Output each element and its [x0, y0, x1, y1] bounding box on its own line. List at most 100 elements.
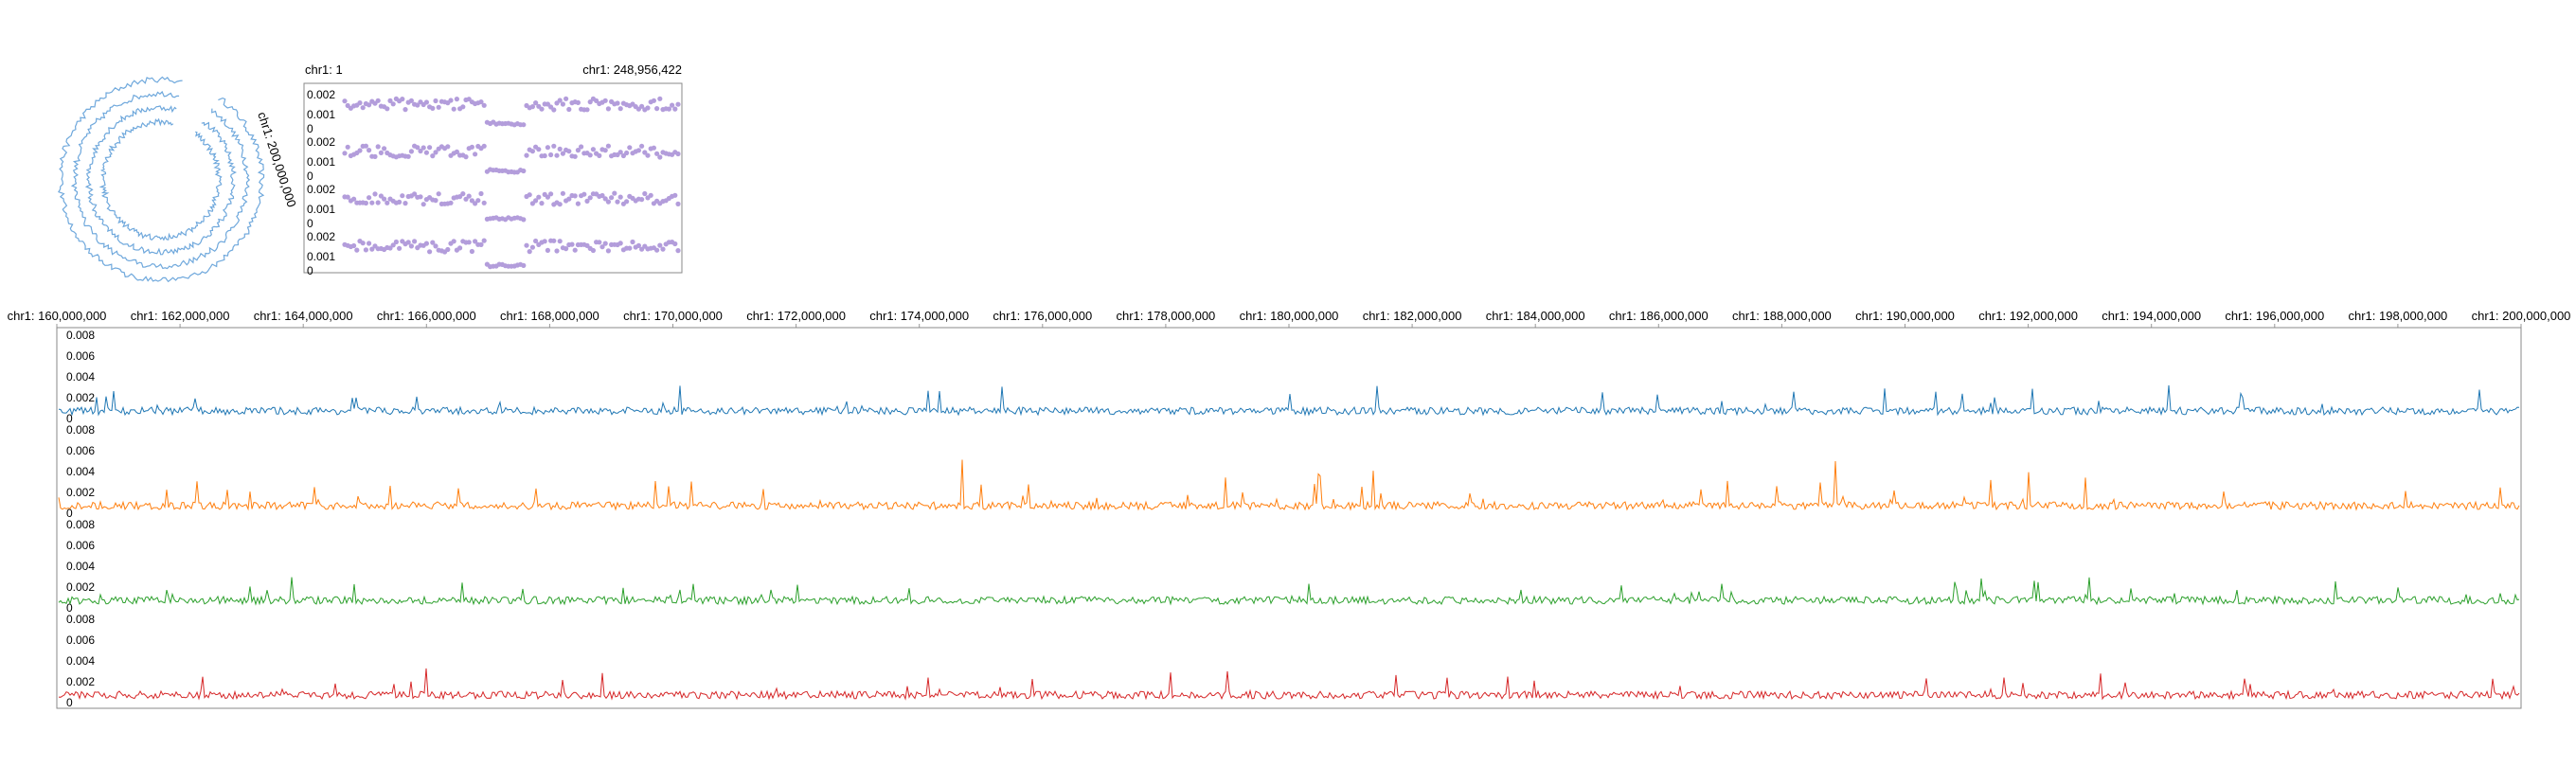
overview-point — [605, 248, 612, 254]
overview-point — [405, 240, 411, 245]
overview-point — [408, 149, 414, 154]
overview-point — [630, 239, 635, 245]
signal-track-4 — [58, 668, 2520, 701]
overview-point — [564, 96, 569, 101]
overview-point — [478, 241, 484, 247]
main-axis-tick-label: chr1: 170,000,000 — [623, 309, 723, 323]
overview-point — [397, 199, 402, 205]
track-y-tick-label: 0 — [66, 507, 73, 520]
overview-point — [521, 217, 527, 223]
overview-point — [423, 150, 429, 155]
overview-view[interactable]: chr1: 1 chr1: 248,956,422 0.0020.00100.0… — [303, 62, 683, 277]
overview-y-tick-label: 0.001 — [307, 203, 335, 216]
overview-point — [605, 106, 612, 112]
overview-frame — [303, 82, 683, 274]
overview-point — [597, 240, 602, 245]
overview-y-tick-label: 0 — [307, 217, 313, 230]
main-axis-tick-label: chr1: 172,000,000 — [746, 309, 846, 323]
overview-point — [469, 144, 474, 150]
overview-point — [418, 194, 423, 200]
overview-point — [554, 152, 560, 158]
signal-track-1 — [58, 384, 2520, 417]
overview-point — [402, 201, 408, 206]
main-axis-tick-label: chr1: 184,000,000 — [1486, 309, 1585, 323]
overview-point — [436, 191, 441, 197]
overview-point — [617, 150, 623, 155]
overview-point — [445, 246, 451, 253]
main-axis-tick-label: chr1: 182,000,000 — [1363, 309, 1462, 323]
overview-point — [354, 247, 360, 253]
overview-point — [527, 192, 532, 198]
overview-point — [575, 201, 581, 206]
overview-point — [427, 249, 433, 255]
main-tracks-frame — [56, 327, 2522, 709]
overview-point — [412, 191, 418, 197]
overview-point — [564, 246, 569, 252]
overview-point — [463, 154, 469, 160]
overview-point — [436, 104, 441, 110]
overview-point — [657, 96, 663, 101]
overview-point — [478, 99, 484, 105]
overview-point — [539, 106, 545, 112]
overview-point — [672, 192, 678, 198]
overview-point — [675, 101, 681, 107]
track-y-tick-label: 0.006 — [66, 633, 95, 647]
overview-point — [545, 145, 551, 151]
overview-point — [481, 143, 487, 149]
overview-point — [651, 145, 657, 151]
track-y-tick-label: 0.006 — [66, 349, 95, 363]
overview-point — [524, 152, 529, 158]
main-axis-tick-label: chr1: 168,000,000 — [500, 309, 599, 323]
overview-point — [645, 105, 651, 111]
overview-point — [473, 201, 478, 206]
overview-point — [521, 262, 527, 268]
overview-point — [602, 98, 608, 103]
overview-point — [420, 202, 426, 207]
circular-track-ring — [84, 105, 238, 256]
overview-y-tick-label: 0.002 — [307, 135, 335, 149]
overview-point — [545, 194, 551, 200]
overview-point — [481, 102, 487, 108]
main-axis-tick-label: chr1: 160,000,000 — [8, 309, 107, 323]
overview-point — [675, 201, 681, 206]
overview-point — [602, 196, 608, 202]
overview-point — [654, 247, 660, 253]
overview-point — [615, 100, 620, 106]
overview-point — [345, 144, 350, 150]
overview-point — [584, 107, 590, 113]
overview-point — [473, 239, 478, 244]
overview-point — [375, 200, 381, 205]
overview-point — [400, 97, 405, 102]
circular-view[interactable]: chr1: 200,000,000 — [58, 76, 299, 283]
overview-point — [390, 101, 396, 107]
overview-point — [448, 200, 454, 205]
overview-point — [433, 150, 438, 155]
overview-point — [590, 247, 597, 254]
overview-point — [369, 200, 375, 205]
overview-point — [390, 242, 396, 248]
overview-point — [557, 98, 563, 103]
overview-point — [393, 239, 399, 245]
overview-point — [521, 122, 527, 128]
overview-point — [360, 241, 366, 246]
overview-point — [378, 150, 384, 155]
overview-point — [469, 248, 474, 255]
overview-point — [548, 152, 554, 158]
overview-point — [617, 241, 623, 246]
overview-point — [560, 101, 566, 107]
overview-y-tick-label: 0.002 — [307, 88, 335, 101]
overview-y-tick-label: 0.002 — [307, 183, 335, 196]
overview-point — [599, 192, 605, 199]
main-axis-tick-label: chr1: 200,000,000 — [2472, 309, 2571, 323]
track-y-tick-label: 0.008 — [66, 613, 95, 626]
overview-point — [460, 104, 466, 110]
overview-point — [569, 241, 575, 247]
overview-point — [642, 190, 648, 197]
overview-point — [560, 151, 566, 156]
overview-point — [363, 200, 368, 206]
main-view[interactable]: chr1: 160,000,000 chr1: 162,000,000 chr1: … — [8, 309, 2571, 709]
overview-point — [579, 144, 584, 150]
overview-point — [463, 196, 469, 202]
main-axis-tick-label: chr1: 196,000,000 — [2225, 309, 2324, 323]
